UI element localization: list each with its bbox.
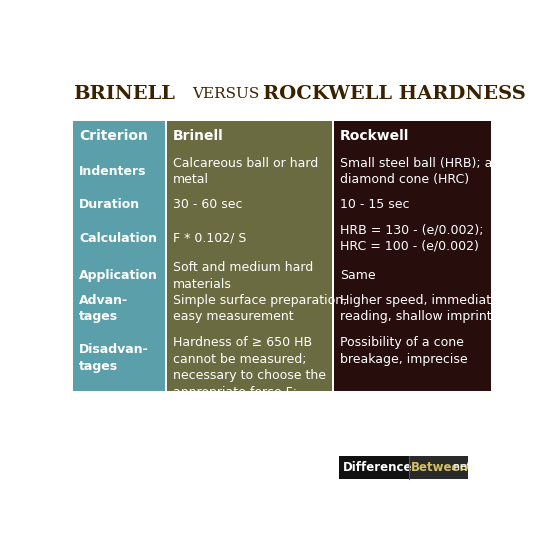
Text: Rockwell: Rockwell [340, 129, 409, 143]
FancyBboxPatch shape [167, 151, 332, 192]
Text: 10 - 15 sec: 10 - 15 sec [340, 198, 410, 211]
Text: F * 0.102/ S: F * 0.102/ S [173, 231, 246, 245]
FancyBboxPatch shape [334, 293, 491, 325]
FancyBboxPatch shape [334, 260, 491, 293]
FancyBboxPatch shape [73, 151, 166, 192]
Text: Simple surface preparation,
easy measurement: Simple surface preparation, easy measure… [173, 294, 347, 323]
FancyBboxPatch shape [167, 260, 332, 293]
FancyBboxPatch shape [73, 192, 166, 217]
FancyBboxPatch shape [167, 192, 332, 217]
Text: Same: Same [340, 269, 376, 283]
Text: BRINELL: BRINELL [73, 85, 175, 102]
FancyBboxPatch shape [167, 121, 332, 151]
Text: Criterion: Criterion [79, 129, 148, 143]
FancyBboxPatch shape [167, 325, 332, 391]
Text: Disadvan-
tages: Disadvan- tages [79, 343, 148, 372]
Text: .net: .net [451, 462, 471, 472]
FancyBboxPatch shape [334, 325, 491, 391]
Text: Hardness of ≥ 650 HB
cannot be measured;
necessary to choose the
appropriate for: Hardness of ≥ 650 HB cannot be measured;… [173, 337, 326, 432]
Text: Soft and medium hard
materials: Soft and medium hard materials [173, 261, 313, 291]
FancyBboxPatch shape [167, 293, 332, 325]
FancyBboxPatch shape [334, 192, 491, 217]
FancyBboxPatch shape [73, 260, 166, 293]
Text: Advan-
tages: Advan- tages [79, 294, 128, 323]
Text: VERSUS: VERSUS [192, 87, 260, 101]
Text: Difference: Difference [343, 461, 412, 474]
FancyBboxPatch shape [73, 121, 166, 151]
Text: Indenters: Indenters [79, 165, 146, 178]
FancyBboxPatch shape [334, 151, 491, 192]
FancyBboxPatch shape [73, 293, 166, 325]
FancyBboxPatch shape [339, 456, 468, 478]
FancyBboxPatch shape [334, 121, 491, 151]
Text: Possibility of a cone
breakage, imprecise: Possibility of a cone breakage, imprecis… [340, 337, 468, 366]
FancyBboxPatch shape [409, 456, 468, 478]
FancyBboxPatch shape [167, 217, 332, 260]
Text: 30 - 60 sec: 30 - 60 sec [173, 198, 243, 211]
FancyBboxPatch shape [73, 325, 166, 391]
Text: Duration: Duration [79, 198, 140, 211]
Text: Brinell: Brinell [173, 129, 224, 143]
FancyBboxPatch shape [334, 217, 491, 260]
Text: Calculation: Calculation [79, 231, 157, 245]
Text: Application: Application [79, 269, 158, 283]
FancyBboxPatch shape [73, 217, 166, 260]
Text: Calcareous ball or hard
metal: Calcareous ball or hard metal [173, 157, 318, 186]
Text: Small steel ball (HRB); a
diamond cone (HRC): Small steel ball (HRB); a diamond cone (… [340, 157, 492, 186]
Text: Between: Between [411, 461, 469, 474]
Text: ROCKWELL HARDNESS: ROCKWELL HARDNESS [263, 85, 525, 102]
Text: Higher speed, immediate
reading, shallow imprint: Higher speed, immediate reading, shallow… [340, 294, 499, 323]
FancyBboxPatch shape [339, 456, 409, 478]
Text: HRB = 130 - (e/0.002);
HRC = 100 - (e/0.002): HRB = 130 - (e/0.002); HRC = 100 - (e/0.… [340, 223, 483, 253]
